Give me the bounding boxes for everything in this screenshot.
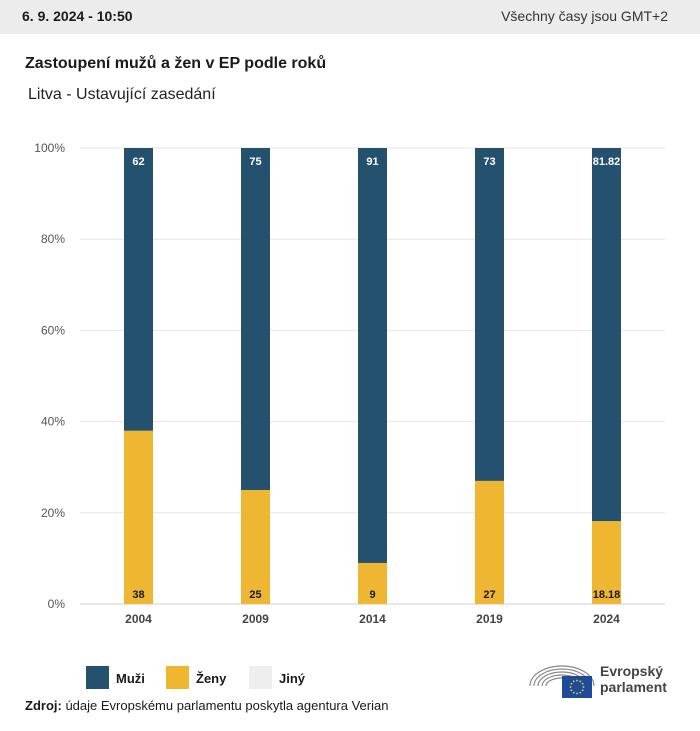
eu-star-icon: [579, 680, 582, 683]
bar-women: [124, 430, 153, 604]
x-tick-label: 2009: [242, 612, 269, 626]
data-label-women: 27: [483, 589, 495, 601]
bar-men: [358, 148, 387, 563]
eu-star-icon: [582, 686, 585, 688]
source-note: Zdroj: údaje Evropskému parlamentu posky…: [25, 698, 388, 713]
eu-flag-icon: [562, 676, 592, 698]
eu-star-icon: [576, 692, 578, 695]
x-tick-label: 2004: [125, 612, 152, 626]
eu-star-icon: [581, 689, 584, 692]
logo-line-2: parlament: [600, 679, 667, 695]
logo-text: Evropský parlament: [600, 663, 667, 695]
legend-swatch-men: [86, 666, 109, 689]
x-tick-label: 2014: [359, 612, 386, 626]
y-tick-label: 80%: [41, 232, 65, 246]
data-label-men: 75: [249, 156, 261, 168]
y-tick-label: 100%: [34, 141, 65, 155]
ep-logo: Evropský parlament: [528, 660, 678, 700]
y-tick-label: 60%: [41, 323, 65, 337]
y-tick-label: 40%: [41, 415, 65, 429]
bar-women: [592, 521, 621, 604]
data-label-women: 25: [249, 589, 261, 601]
bar-men: [475, 148, 504, 481]
eu-star-icon: [581, 682, 584, 685]
top-bar: 6. 9. 2024 - 10:50 Všechny časy jsou GMT…: [0, 0, 700, 34]
stacked-bar-chart: 0% 20% 40% 60% 80% 100% 38 62 2004 25 75 2009 9 91 201…: [34, 141, 665, 626]
eu-star-icon: [572, 691, 575, 694]
data-label-men: 91: [366, 156, 378, 168]
x-tick-label: 2019: [476, 612, 503, 626]
legend-swatch-women: [166, 666, 189, 689]
legend-label-women: Ženy: [196, 671, 227, 686]
chart-subtitle: Litva - Ustavující zasedání: [28, 86, 216, 103]
chart-title: Zastoupení mužů a žen v EP podle roků: [25, 55, 327, 72]
legend-label-other: Jiný: [279, 671, 306, 686]
bar-women: [358, 562, 387, 604]
x-tick-label: 2024: [593, 612, 620, 626]
eu-star-icon: [569, 686, 572, 688]
eu-star-icon: [570, 682, 573, 685]
bar-women: [475, 480, 504, 604]
bar-men: [592, 148, 621, 522]
eu-star-icon: [570, 689, 573, 692]
source-text: údaje Evropskému parlamentu poskytla age…: [61, 698, 389, 713]
eu-stars-icon: [569, 679, 585, 695]
logo-line-1: Evropský: [600, 663, 664, 679]
timestamp: 6. 9. 2024 - 10:50: [22, 8, 133, 24]
bar-men: [241, 148, 270, 490]
bar-men: [124, 148, 153, 431]
data-label-women: 38: [132, 589, 144, 601]
data-label-women: 18.18: [593, 589, 621, 601]
parliament-hemicycle-icon: [529, 665, 595, 698]
y-tick-label: 0%: [48, 597, 66, 611]
data-label-men: 73: [483, 156, 495, 168]
source-prefix: Zdroj:: [25, 698, 62, 713]
eu-star-icon: [572, 680, 575, 683]
data-label-men: 62: [132, 156, 144, 168]
eu-star-icon: [579, 691, 582, 694]
bar-women: [241, 490, 270, 604]
data-label-men: 81.82: [593, 156, 621, 168]
timezone-note: Všechny časy jsou GMT+2: [501, 8, 668, 24]
eu-star-icon: [576, 679, 578, 682]
legend-swatch-other: [249, 666, 272, 689]
y-tick-label: 20%: [41, 506, 65, 520]
legend-label-men: Muži: [116, 671, 145, 686]
data-label-women: 9: [369, 589, 375, 601]
